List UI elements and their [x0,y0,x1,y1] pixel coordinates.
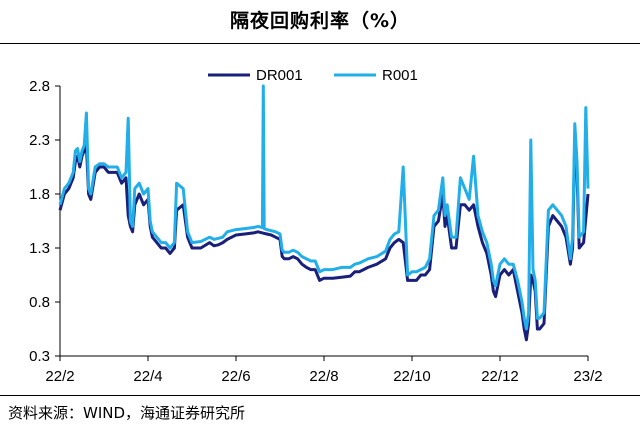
x-tick-label: 22/10 [393,368,431,385]
y-tick-label: 0.3 [29,348,50,365]
series-lines [58,84,590,342]
x-tick-label: 22/6 [221,368,250,385]
x-tick-label: 22/4 [133,368,162,385]
y-tick-label: 2.8 [29,78,50,95]
x-tick-label: 22/8 [309,368,338,385]
x-tick-label: 22/12 [481,368,519,385]
bottom-rule [0,395,640,396]
legend: DR001 R001 [208,67,418,84]
source-note: 资料来源：WIND，海通证券研究所 [8,404,246,422]
legend-label-dr001: DR001 [256,67,303,84]
y-tick-label: 1.3 [29,240,50,257]
y-tick-label: 1.8 [29,186,50,203]
line-chart: 0.3 0.8 1.3 1.8 2.3 2.8 22/2 22/4 22/6 22/8 22/10… [29,67,602,385]
chart-title: 隔夜回购利率（%） [229,10,411,32]
x-tick-label: 23/2 [573,368,602,385]
top-rule [0,43,640,44]
axes [55,85,589,361]
series-line-dr001 [58,138,590,342]
x-tick-label: 22/2 [45,368,74,385]
y-tick-label: 0.8 [29,294,50,311]
x-tick-labels: 22/2 22/4 22/6 22/8 22/10 22/12 23/2 [45,368,602,385]
y-tick-label: 2.3 [29,132,50,149]
legend-label-r001: R001 [382,67,418,84]
series-line-r001 [58,84,590,331]
y-tick-labels: 0.3 0.8 1.3 1.8 2.3 2.8 [29,78,50,365]
